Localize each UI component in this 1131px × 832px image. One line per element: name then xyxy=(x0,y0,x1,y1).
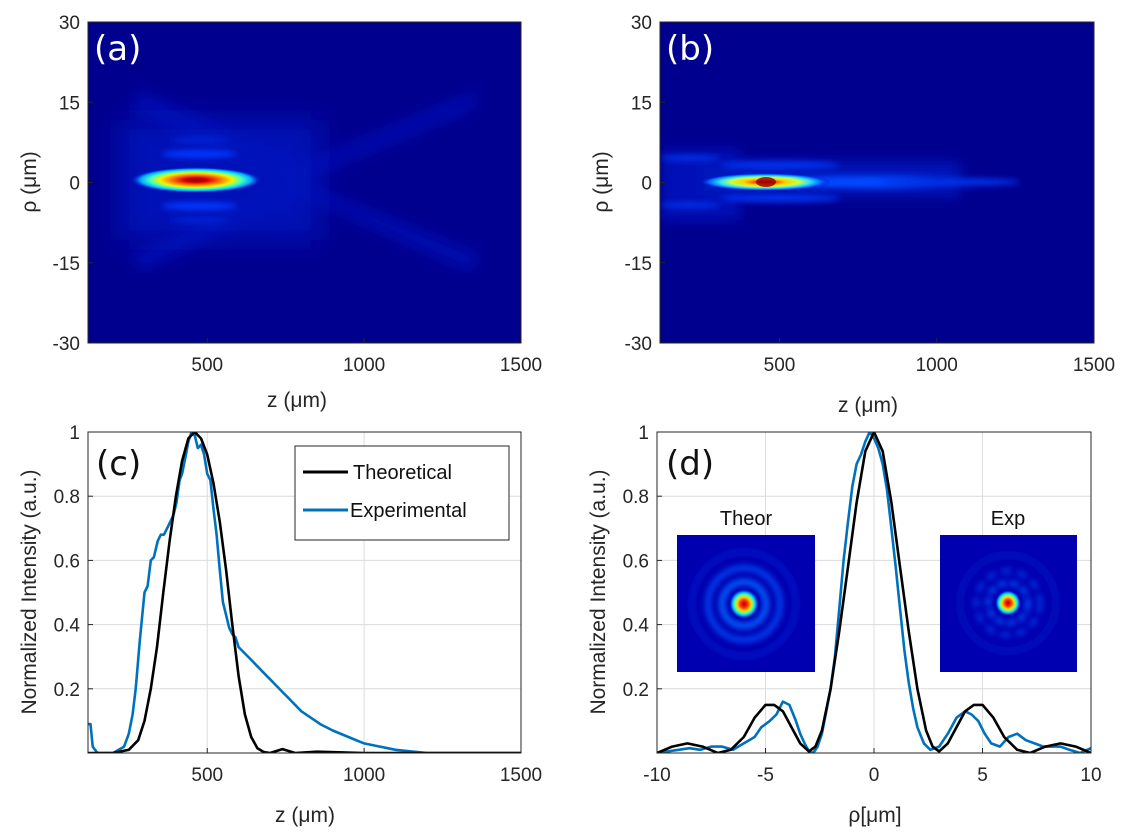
series-line-experimental xyxy=(657,432,1091,753)
axes-c-ylabel: Normalized Intensity (a.u.) xyxy=(18,469,41,714)
y-tick-label: 0.2 xyxy=(623,680,649,701)
x-tick-label: 1500 xyxy=(500,765,542,786)
y-tick-label: 0.8 xyxy=(623,487,649,508)
panel-a-label: (a) xyxy=(94,29,141,69)
y-tick-label: 1 xyxy=(69,423,80,444)
axes-c-lines xyxy=(88,432,521,753)
x-tick-label: -5 xyxy=(757,765,774,786)
x-tick-label: 1000 xyxy=(343,355,385,376)
axes-b-xlabel: z (μm) xyxy=(838,394,898,417)
panel-c: (c) 500 1000 1500 0.2 0.4 0.6 0.8 1 Theoretical… xyxy=(18,423,542,827)
axes-b-ylabel: ρ (μm) xyxy=(590,151,613,212)
x-tick-label: 1500 xyxy=(500,355,542,376)
heatmap-a-field xyxy=(120,90,480,272)
heatmap-a-focus xyxy=(130,167,262,193)
x-tick-label: 10 xyxy=(1080,765,1101,786)
x-tick-label: 500 xyxy=(764,355,796,376)
y-tick-label: -15 xyxy=(625,254,652,275)
heatmap-b-field xyxy=(660,150,1020,220)
x-tick-label: 1000 xyxy=(916,355,958,376)
y-tick-label: 0.4 xyxy=(623,616,650,637)
x-tick-label: 0 xyxy=(869,765,880,786)
axes-c-xlabel: z (μm) xyxy=(275,804,335,827)
y-tick-label: 0 xyxy=(641,174,652,195)
inset-exp-spot xyxy=(995,590,1021,616)
x-tick-label: 5 xyxy=(977,765,988,786)
series-line-theoretical xyxy=(657,432,1091,753)
inset-theor: Theor xyxy=(677,508,815,672)
x-tick-label: 500 xyxy=(191,765,223,786)
axes-d-lines xyxy=(657,432,1091,753)
panel-d: (d) Theor Exp -10 -5 0 5 10 0.2 0.4 0.6 0.8 1 xyxy=(587,423,1102,827)
axes-b-ticks: 500 1000 1500 -30 -15 0 15 30 xyxy=(625,13,1116,376)
y-tick-label: 15 xyxy=(59,93,80,114)
y-tick-label: 1 xyxy=(638,423,649,444)
y-tick-label: 0.8 xyxy=(54,487,80,508)
series-line-experimental xyxy=(88,432,521,753)
panel-a: (a) 500 1000 1500 -30 -15 0 15 30 z (μm) ρ (μm) xyxy=(18,13,542,412)
y-tick-label: -30 xyxy=(53,334,80,355)
y-tick-label: 30 xyxy=(631,13,652,34)
y-tick-label: -30 xyxy=(625,334,652,355)
y-tick-label: 15 xyxy=(631,93,652,114)
x-tick-label: -10 xyxy=(643,765,670,786)
y-tick-label: 0.2 xyxy=(54,680,80,701)
series-line-theoretical xyxy=(88,432,521,753)
axes-a-xlabel: z (μm) xyxy=(267,389,327,412)
axes-d-ylabel: Normalized Intensity (a.u.) xyxy=(587,469,610,714)
axes-c-frame xyxy=(87,431,522,754)
y-tick-label: 0.4 xyxy=(54,616,81,637)
legend: Theoretical Experimental xyxy=(294,445,510,541)
panel-d-label: (d) xyxy=(666,444,714,484)
x-tick-label: 1500 xyxy=(1073,355,1115,376)
y-tick-label: 0.6 xyxy=(54,551,80,572)
legend-experimental-label: Experimental xyxy=(350,500,467,522)
y-tick-label: 0 xyxy=(69,174,80,195)
axes-a-ylabel: ρ (μm) xyxy=(18,151,41,212)
legend-theoretical-label: Theoretical xyxy=(353,462,452,484)
panel-c-label: (c) xyxy=(96,444,141,484)
panel-b-label: (b) xyxy=(666,29,714,69)
inset-exp-title: Exp xyxy=(991,508,1025,530)
axes-d-xlabel: ρ[μm] xyxy=(848,804,901,827)
x-tick-label: 1000 xyxy=(343,765,385,786)
axes-c-ticks: 500 1000 1500 0.2 0.4 0.6 0.8 1 xyxy=(54,423,543,786)
inset-exp: Exp xyxy=(940,508,1077,672)
x-tick-label: 500 xyxy=(191,355,223,376)
y-tick-label: -15 xyxy=(53,254,80,275)
inset-theor-spot xyxy=(729,589,759,619)
legend-box xyxy=(294,445,510,541)
panel-b: (b) 500 1000 1500 -30 -15 0 15 30 z (μm) ρ (μm) xyxy=(590,13,1115,417)
axes-d-ticks: -10 -5 0 5 10 0.2 0.4 0.6 0.8 1 xyxy=(623,423,1102,786)
inset-theor-title: Theor xyxy=(720,508,773,530)
y-tick-label: 30 xyxy=(59,13,80,34)
axes-a-ticks: 500 1000 1500 -30 -15 0 15 30 xyxy=(53,13,543,376)
y-tick-label: 0.6 xyxy=(623,551,649,572)
